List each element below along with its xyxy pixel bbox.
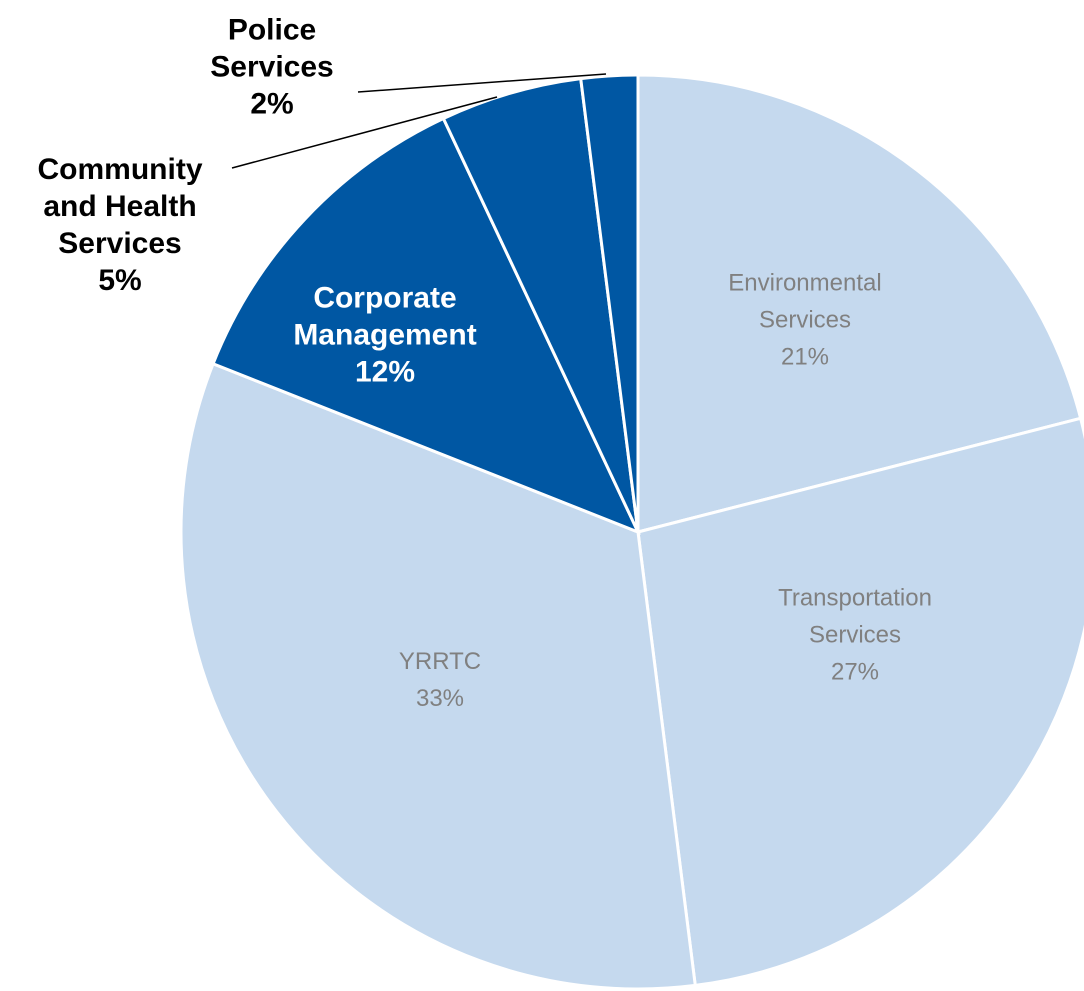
pie-slice [636,73,1083,534]
category-label: YRRTC [398,648,482,675]
value-label: 21% [780,343,830,371]
category-label: Police Services [210,13,334,84]
category-label: Corporate Management [293,281,477,352]
value-label: 12% [354,355,416,389]
slice-label: Transportation Services 27% [745,580,965,691]
value-label: 27% [830,658,880,686]
slice-label: Environmental Services 21% [705,265,905,376]
value-label: 33% [415,685,465,712]
slice-label: Corporate Management 12% [265,280,505,391]
category-label: Transportation Services [778,584,932,649]
pie-slice [441,76,640,533]
slice-label: Community and Health Services 5% [11,151,229,299]
pie-slice [579,73,640,533]
category-label: Environmental Services [728,269,882,334]
leader-line [231,96,498,169]
slice-label: YRRTC 33% [365,643,515,717]
leader-line [357,73,607,93]
pie-slice [179,361,697,991]
category-label: Community and Health Services [37,153,203,260]
pie-slice [636,416,1084,988]
value-label: 5% [98,264,142,297]
slice-label: Police Services 2% [182,12,362,123]
pie-slice [211,116,641,535]
value-label: 2% [250,87,294,121]
